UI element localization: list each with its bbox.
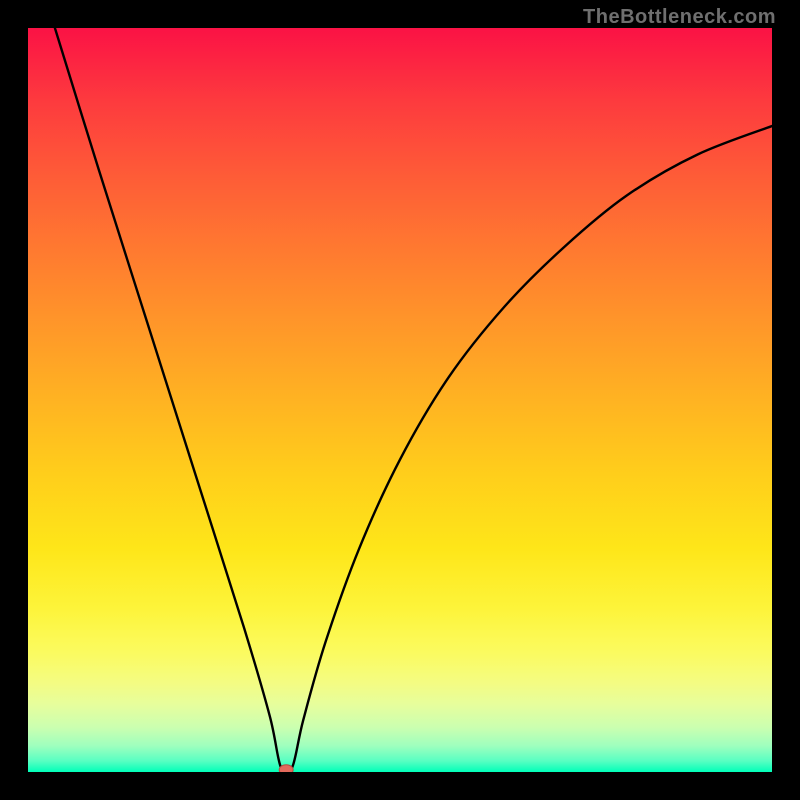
plot-area bbox=[28, 28, 772, 772]
bottleneck-curve bbox=[28, 28, 772, 772]
chart-frame: TheBottleneck.com bbox=[0, 0, 800, 800]
watermark-text: TheBottleneck.com bbox=[583, 6, 776, 29]
curve-path bbox=[50, 28, 772, 772]
minimum-marker bbox=[279, 765, 293, 772]
